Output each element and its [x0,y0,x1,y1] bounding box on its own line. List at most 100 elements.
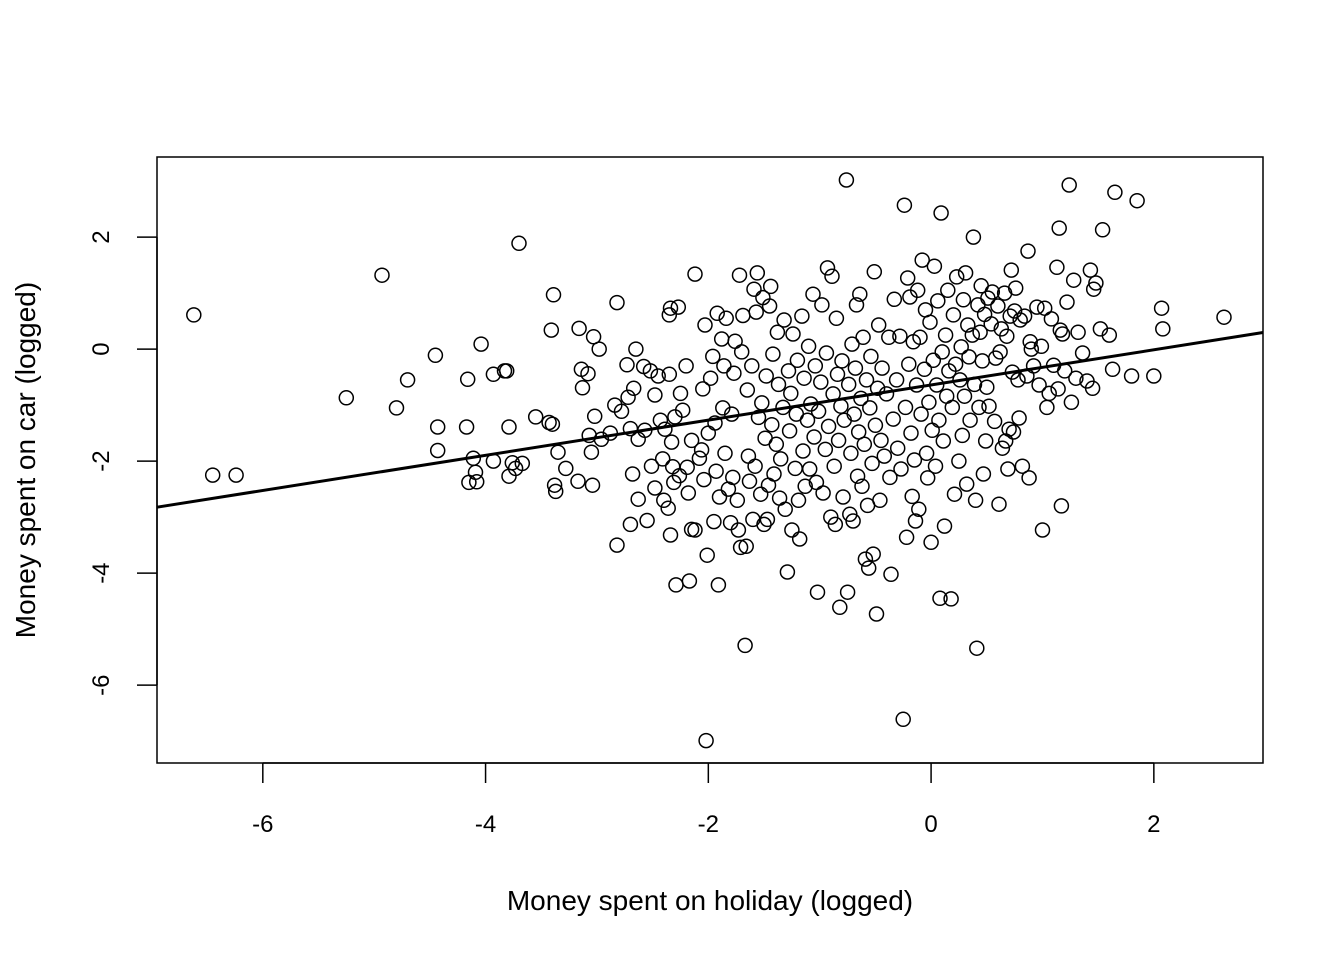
data-point [868,606,885,622]
data-point [696,471,712,488]
data-point [625,380,642,397]
data-point [911,501,927,518]
data-point [846,406,862,422]
data-point [914,252,930,268]
data-point [574,380,591,396]
data-point [940,282,956,299]
data-point [1034,522,1051,538]
data-point [932,590,948,607]
data-point [776,312,792,328]
data-point [739,382,756,398]
data-point [936,518,953,534]
data-point [796,370,812,386]
data-point [726,365,742,381]
data-point [958,476,975,492]
data-point [881,329,897,346]
data-point [828,310,845,327]
data-point [1088,275,1104,291]
data-point [1107,184,1123,201]
data-point [661,307,678,323]
data-point [729,492,746,509]
data-point [817,441,834,458]
data-point [858,372,875,388]
data-point [919,470,936,486]
data-point [898,529,915,546]
data-point [824,268,840,285]
data-point [813,374,829,390]
y-axis: -6 -4 -2 0 2 [88,230,158,696]
data-point [622,516,639,533]
data-point [1063,394,1080,411]
data-point [338,390,355,406]
data-point [933,205,949,221]
data-point [711,489,728,505]
data-point [1146,368,1162,384]
data-point [558,460,574,477]
data-point [906,452,923,468]
data-point [872,492,888,509]
data-point [662,300,679,316]
data-point [780,363,797,379]
data-point [467,464,484,481]
data-point [543,322,560,338]
data-point [997,433,1014,449]
data-point [683,432,700,449]
data-point [1053,498,1070,514]
data-point [994,440,1011,456]
data-point [818,345,835,361]
data-point [730,522,747,538]
data-point [916,361,933,378]
data-point [758,368,774,384]
data-point [783,385,799,402]
data-point [869,380,886,397]
data-point [708,463,724,479]
y-tick-label: -6 [88,674,115,695]
data-point [907,513,924,529]
data-point [545,287,562,303]
data-point [754,395,770,411]
data-point [762,278,779,295]
data-point [889,440,906,456]
data-point [1051,220,1067,236]
data-point [374,267,390,283]
data-point [830,432,847,449]
data-point [944,399,961,416]
data-point [834,353,850,369]
data-point [1011,410,1027,426]
data-point [1023,341,1040,357]
data-point [1094,222,1111,238]
data-point [679,459,695,476]
data-point [458,419,475,435]
data-point [864,455,880,472]
data-point [706,513,722,530]
data-point [747,458,763,474]
data-point [643,458,660,474]
data-point [670,299,687,315]
data-point [962,412,978,428]
data-point [1029,299,1045,315]
data-point [1020,243,1036,259]
data-point [912,329,928,346]
data-point [789,352,806,369]
data-point [609,537,625,553]
data-point [1068,370,1084,386]
data-point [886,291,903,308]
data-point [784,522,800,538]
data-point [661,366,678,383]
data-point [799,412,816,428]
data-point [609,294,625,311]
data-point [937,327,954,343]
data-point [731,267,748,283]
data-point [769,324,786,341]
data-point [204,467,221,483]
data-point [663,434,680,450]
data-point [1085,281,1102,297]
data-point [972,324,988,341]
data-point [725,469,741,486]
y-axis-title: Money spent on car (logged) [10,282,41,638]
data-point [909,282,926,299]
data-point [1070,324,1086,341]
data-point [984,284,1001,300]
